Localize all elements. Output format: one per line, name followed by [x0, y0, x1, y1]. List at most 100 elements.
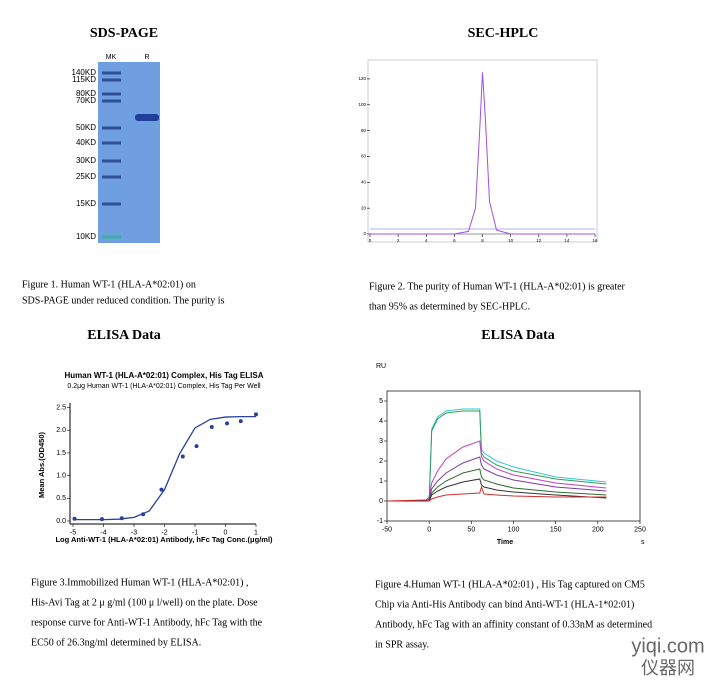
- x-tick-label: 10: [508, 238, 514, 243]
- caption-line: His-Avi Tag at 2 μ g/ml (100 μ l/well) o…: [31, 597, 258, 608]
- y-tick-label: 40: [361, 179, 367, 184]
- marker-label: 140KD: [72, 68, 97, 77]
- data-point: [72, 516, 77, 521]
- y-tick-label: 1.0: [56, 472, 66, 479]
- y-tick-label: 2.5: [56, 404, 66, 411]
- marker-band: [102, 175, 121, 179]
- data-point: [209, 425, 214, 430]
- y-tick-label: 0.5: [56, 495, 66, 502]
- x-tick-label: 1: [254, 529, 258, 536]
- data-point: [225, 421, 230, 426]
- x-tick-label: -50: [382, 526, 392, 533]
- y-tick-label: 20: [361, 205, 367, 210]
- y-tick-label: -1: [377, 518, 383, 525]
- data-point: [99, 517, 104, 522]
- caption-line: Figure 3.Immobilized Human WT-1 (HLA-A*0…: [31, 577, 248, 588]
- x-tick-label: 200: [592, 526, 604, 533]
- x-tick-label: 50: [467, 526, 475, 533]
- x-tick-label: -5: [70, 529, 76, 536]
- data-point: [141, 512, 146, 517]
- marker-band: [102, 159, 121, 163]
- caption-line: response curve for Anti-WT-1 Antibody, h…: [31, 617, 263, 628]
- marker-band: [102, 126, 121, 130]
- marker-band: [102, 92, 121, 96]
- caption-line: Antibody, hFc Tag with an affinity const…: [375, 619, 652, 630]
- x-tick-label: 0: [427, 526, 431, 533]
- marker-label: 40KD: [76, 138, 96, 147]
- x-axis-unit: s: [641, 539, 645, 546]
- data-point: [159, 487, 164, 492]
- data-point: [119, 516, 124, 521]
- x-tick-label: -2: [161, 529, 167, 536]
- marker-label: 70KD: [76, 96, 96, 105]
- marker-label: 50KD: [76, 123, 96, 132]
- marker-band: [102, 99, 121, 103]
- watermark: yiqi.com: [631, 635, 704, 657]
- marker-label: 25KD: [76, 172, 96, 181]
- trace: [370, 72, 595, 235]
- x-tick-label: -3: [131, 529, 137, 536]
- chart-subtitle: 0.2μg Human WT-1 (HLA-A*02:01) Complex, …: [67, 383, 261, 390]
- y-tick-label: 60: [361, 154, 367, 159]
- sensorgram: [387, 478, 607, 502]
- caption-line: Figure 1. Human WT-1 (HLA-A*02:01) on: [22, 279, 196, 290]
- x-tick-label: -1: [192, 529, 198, 536]
- caption-line: Chip via Anti-His Antibody can bind Anti…: [375, 599, 634, 610]
- y-tick-label: 100: [358, 102, 366, 107]
- gel: [98, 62, 160, 243]
- data-point: [238, 419, 243, 424]
- marker-label: 15KD: [76, 199, 96, 208]
- y-axis-label: RU: [376, 363, 386, 370]
- lane-label: R: [144, 54, 149, 61]
- y-axis-label: Mean Abs.(OD450): [37, 432, 46, 498]
- data-point: [180, 454, 185, 459]
- x-tick-label: 16: [592, 238, 598, 243]
- lane-label: MK: [106, 54, 117, 61]
- marker-band: [102, 78, 121, 82]
- y-tick-label: 80: [361, 128, 367, 133]
- sensorgram: [387, 440, 607, 502]
- caption-line: EC50 of 26.3ng/ml determined by ELISA.: [31, 637, 201, 648]
- watermark: 仪器网: [641, 658, 695, 678]
- sensorgram: [387, 408, 607, 502]
- y-tick-label: 2: [379, 458, 383, 465]
- sample-band: [135, 114, 159, 121]
- x-tick-label: 2: [397, 238, 400, 243]
- y-tick-label: 1.5: [56, 450, 66, 457]
- y-tick-label: 5: [379, 398, 383, 405]
- caption-line: SDS-PAGE under reduced condition. The pu…: [22, 295, 225, 306]
- caption-line: than 95% as determined by SEC-HPLC.: [369, 301, 530, 312]
- sensorgram: [386, 485, 607, 502]
- marker-band: [102, 235, 121, 239]
- marker-band: [102, 71, 121, 75]
- chart-title: Human WT-1 (HLA-A*02:01) Complex, His Ta…: [65, 371, 264, 380]
- x-tick-label: 100: [508, 526, 520, 533]
- x-axis-label: Log Anti-WT-1 (HLA-A*02:01) Antibody, hF…: [55, 535, 273, 544]
- x-tick-label: 4: [425, 238, 428, 243]
- x-tick-label: 0: [369, 238, 372, 243]
- marker-label: 10KD: [76, 232, 96, 241]
- caption-line: Figure 2. The purity of Human WT-1 (HLA-…: [369, 281, 626, 292]
- marker-label: 30KD: [76, 156, 96, 165]
- marker-band: [102, 202, 121, 206]
- data-point: [194, 444, 199, 449]
- x-tick-label: 12: [536, 238, 542, 243]
- y-tick-label: 120: [358, 76, 366, 81]
- heading: SEC-HPLC: [468, 26, 539, 41]
- data-point: [254, 412, 258, 417]
- sensorgram: [387, 410, 607, 502]
- x-tick-label: 6: [453, 238, 456, 243]
- marker-label: 80KD: [76, 89, 96, 98]
- caption-line: in SPR assay.: [375, 639, 429, 650]
- x-axis-label: Time: [497, 539, 513, 546]
- fit-curve: [73, 415, 256, 521]
- caption-line: Figure 4.Human WT-1 (HLA-A*02:01) , His …: [375, 579, 645, 590]
- marker-label: 115KD: [72, 75, 96, 84]
- y-tick-label: 0.0: [56, 518, 66, 525]
- y-tick-label: 2.0: [56, 427, 66, 434]
- x-tick-label: 250: [634, 526, 646, 533]
- x-tick-label: -4: [100, 529, 106, 536]
- heading: ELISA Data: [481, 328, 555, 343]
- y-tick-label: 0: [379, 498, 383, 505]
